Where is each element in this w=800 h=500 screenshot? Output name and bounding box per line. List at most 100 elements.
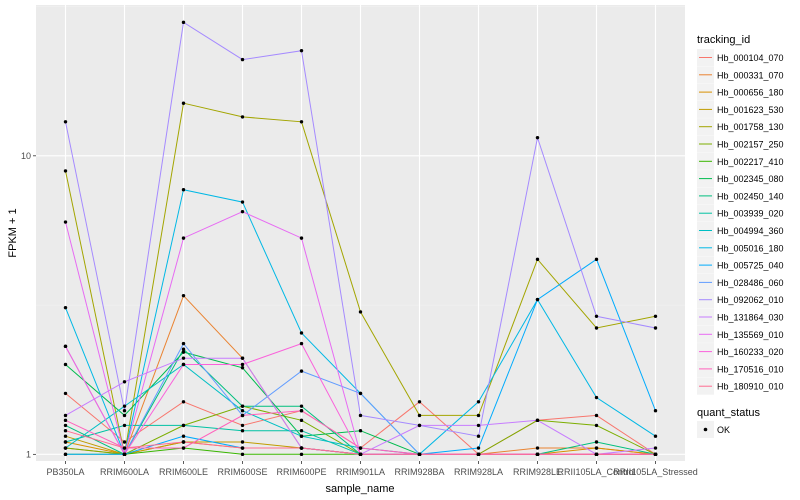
data-point <box>240 200 245 204</box>
data-point <box>63 362 68 367</box>
data-point <box>299 236 304 240</box>
x-axis-ticks: PB350LA RRIM600LA RRIM600LE RRIM600SE RRIM60… <box>46 461 698 477</box>
data-point <box>594 423 599 428</box>
data-point <box>476 400 481 404</box>
legend-label: Hb_000331_070 <box>717 70 784 80</box>
data-point <box>594 413 599 418</box>
data-point <box>240 413 245 418</box>
legend-label: Hb_002157_250 <box>717 140 784 150</box>
x-tick-label: RRIM928BA <box>394 467 444 477</box>
y-axis-title: FPKM + 1 <box>7 208 19 257</box>
legend-item: Hb_003939_020 <box>697 204 784 222</box>
data-point <box>240 57 245 62</box>
legend-item: Hb_002157_250 <box>697 135 784 153</box>
data-point <box>181 293 186 298</box>
legend: tracking_id Hb_000104_070Hb_000331_070Hb… <box>697 34 784 438</box>
x-tick-label: RRII105LA_Control <box>557 467 635 477</box>
data-point <box>535 452 540 457</box>
data-point <box>299 48 304 53</box>
quant-status-item: OK <box>697 421 730 438</box>
legend-label: Hb_000104_070 <box>717 53 784 63</box>
data-point <box>181 434 186 438</box>
data-point <box>63 305 68 310</box>
data-point <box>594 314 599 319</box>
data-point <box>181 101 186 105</box>
data-point <box>594 257 599 262</box>
legend-item: Hb_000656_180 <box>697 83 784 101</box>
legend-label: Hb_160233_020 <box>717 347 784 357</box>
data-point <box>181 20 186 25</box>
data-point <box>594 446 599 450</box>
data-point <box>594 440 599 444</box>
data-point <box>240 366 245 370</box>
data-point <box>181 440 186 444</box>
data-point <box>181 341 186 346</box>
data-point <box>358 413 363 418</box>
quant-status-title: quant_status <box>697 407 760 419</box>
data-point <box>63 120 68 124</box>
data-point <box>63 452 68 457</box>
data-point <box>181 187 186 192</box>
legend-label: Hb_001758_130 <box>717 122 784 132</box>
data-point <box>358 310 363 314</box>
data-point <box>476 423 481 428</box>
data-point <box>476 434 481 438</box>
data-point <box>299 404 304 408</box>
data-point <box>535 297 540 302</box>
data-point <box>535 257 540 262</box>
legend-label: Hb_004994_360 <box>717 226 784 236</box>
data-point <box>122 446 127 450</box>
data-point <box>535 446 540 450</box>
data-point <box>299 452 304 457</box>
data-point <box>476 413 481 418</box>
legend-label: Hb_005725_040 <box>717 261 784 271</box>
data-point <box>299 341 304 346</box>
data-point <box>417 400 422 404</box>
data-point <box>240 452 245 457</box>
data-point <box>417 452 422 457</box>
data-point <box>299 434 304 438</box>
data-point <box>240 440 245 444</box>
legend-item: Hb_005725_040 <box>697 256 784 274</box>
x-tick-label: RRIM600LA <box>100 467 149 477</box>
legend-item: Hb_135569_010 <box>697 325 784 343</box>
legend-item: Hb_002345_080 <box>697 170 784 188</box>
data-point <box>63 429 68 433</box>
legend-items: Hb_000104_070 Hb_000331_070 Hb_000656_180 H… <box>697 49 784 395</box>
legend-item: Hb_001623_530 <box>697 100 784 118</box>
legend-item: Hb_001758_130 <box>697 118 784 136</box>
data-point <box>594 452 599 457</box>
data-point <box>653 446 658 450</box>
x-axis-title: sample_name <box>325 483 394 495</box>
data-point <box>122 440 127 444</box>
data-point <box>653 326 658 330</box>
data-point <box>358 391 363 396</box>
data-point <box>181 423 186 428</box>
data-point <box>240 423 245 428</box>
data-point <box>181 350 186 354</box>
legend-label: OK <box>717 425 730 435</box>
data-point <box>63 423 68 428</box>
legend-label: Hb_028486_060 <box>717 278 784 288</box>
data-point <box>299 429 304 433</box>
legend-label: Hb_131864_030 <box>717 313 784 323</box>
data-point <box>240 356 245 360</box>
data-point <box>240 404 245 408</box>
data-point <box>181 236 186 240</box>
data-point <box>240 209 245 214</box>
data-point <box>535 135 540 140</box>
data-point <box>181 356 186 360</box>
legend-label: Hb_002450_140 <box>717 191 784 201</box>
legend-item: Hb_028486_060 <box>697 273 784 291</box>
y-tick-label: 1 <box>26 449 31 459</box>
data-point <box>181 400 186 404</box>
data-point <box>653 452 658 457</box>
y-tick-label: 10 <box>21 151 31 161</box>
legend-item: Hb_170516_010 <box>697 360 784 378</box>
data-point <box>122 452 127 457</box>
legend-label: Hb_001623_530 <box>717 105 784 115</box>
data-point <box>240 115 245 119</box>
legend-label: Hb_092062_010 <box>717 295 784 305</box>
data-point <box>653 409 658 413</box>
data-point <box>358 446 363 450</box>
